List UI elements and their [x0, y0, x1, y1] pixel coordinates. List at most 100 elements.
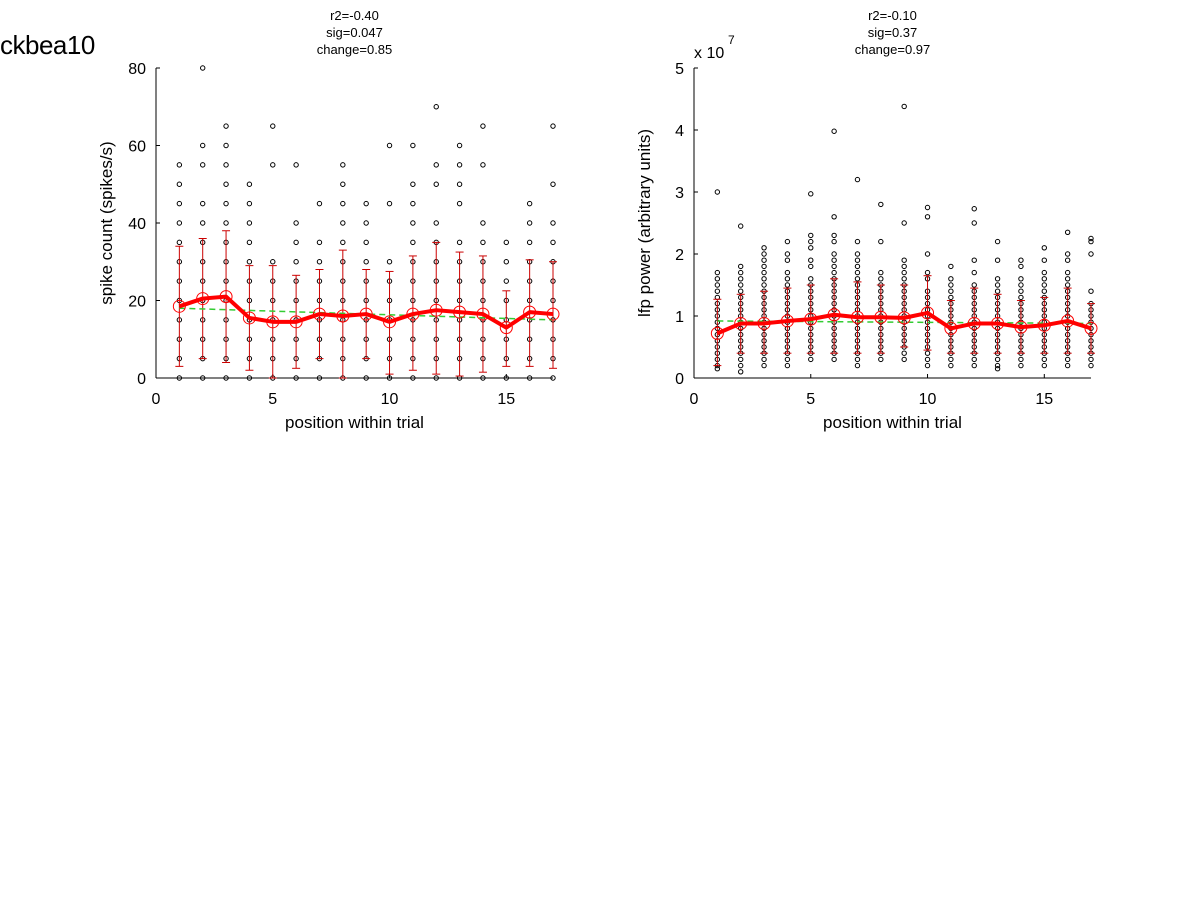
- mean-marker: [1014, 320, 1028, 334]
- scatter-point: [901, 220, 907, 226]
- x-tick-label: 5: [268, 391, 277, 408]
- mean-marker: [734, 316, 748, 330]
- scatter-point: [410, 220, 416, 226]
- mean-marker: [219, 290, 233, 304]
- scatter-point: [738, 269, 744, 276]
- scatter-point: [316, 259, 323, 265]
- scatter-point: [738, 288, 744, 294]
- scatter-point: [246, 259, 253, 265]
- mean-marker: [944, 321, 958, 335]
- scatter-point: [176, 200, 183, 207]
- scatter-point: [761, 245, 767, 251]
- scatter-point: [410, 200, 416, 207]
- scatter-point: [971, 220, 977, 226]
- scatter-point: [456, 239, 463, 246]
- chart-title-line: r2=-0.10: [868, 8, 917, 23]
- scatter-point: [340, 220, 346, 226]
- scatter-point: [223, 162, 229, 168]
- scatter-point: [316, 239, 323, 246]
- scatter-point: [784, 257, 791, 263]
- scatter-point: [363, 259, 369, 265]
- scatter-point: [1064, 356, 1071, 363]
- scatter-point: [948, 276, 954, 282]
- scatter-point: [550, 375, 556, 381]
- scatter-point: [994, 282, 1001, 288]
- scatter-point: [831, 251, 837, 257]
- scatter-point: [924, 269, 931, 276]
- scatter-point: [480, 375, 486, 381]
- scatter-point: [480, 123, 486, 129]
- mean-marker: [499, 321, 513, 335]
- mean-marker: [757, 316, 771, 330]
- scatter-point: [808, 356, 814, 363]
- scatter-point: [246, 220, 253, 226]
- scatter-point: [784, 251, 791, 257]
- x-tick-label: 15: [497, 391, 515, 408]
- x-tick-label: 0: [152, 391, 161, 408]
- mean-marker: [312, 307, 326, 321]
- scatter-point: [340, 200, 346, 207]
- scatter-point: [363, 200, 369, 207]
- scatter-point: [386, 375, 393, 381]
- figure-title: ckbea10: [0, 30, 95, 60]
- scatter-point: [433, 375, 439, 381]
- scatter-point: [714, 288, 721, 294]
- scatter-point: [1018, 263, 1024, 270]
- scatter-point: [1088, 238, 1094, 245]
- scatter-point: [316, 375, 323, 381]
- scatter-point: [854, 176, 861, 183]
- scatter-point: [808, 263, 814, 270]
- scatter-point: [971, 356, 977, 363]
- scatter-point: [761, 251, 767, 257]
- scatter-point: [363, 220, 369, 226]
- scatter-point: [831, 356, 837, 363]
- scatter-point: [293, 239, 299, 246]
- scatter-point: [200, 162, 206, 168]
- scatter-point: [480, 162, 486, 168]
- mean-marker: [1084, 321, 1098, 335]
- scatter-point: [761, 276, 767, 282]
- scatter-point: [386, 200, 393, 207]
- scatter-point: [878, 201, 884, 208]
- mean-marker: [804, 312, 818, 326]
- scatter-point: [1041, 356, 1047, 363]
- scatter-point: [971, 282, 977, 288]
- scatter-point: [503, 239, 509, 246]
- scatter-point: [200, 65, 206, 71]
- scatter-point: [1018, 288, 1024, 294]
- scatter-point: [1088, 235, 1094, 242]
- scatter-point: [784, 356, 791, 363]
- scatter-point: [503, 278, 509, 284]
- scatter-point: [1041, 245, 1047, 251]
- scatter-point: [901, 103, 907, 110]
- scatter-point: [223, 220, 229, 226]
- scatter-point: [480, 239, 486, 246]
- scatter-point: [293, 162, 299, 168]
- scatter-point: [994, 288, 1001, 294]
- y-exponent-label: x 10: [694, 45, 724, 62]
- mean-marker: [967, 316, 981, 330]
- scatter-point: [808, 191, 814, 197]
- scatter-point: [410, 181, 416, 187]
- scatter-point: [854, 257, 861, 263]
- y-tick-label: 3: [675, 185, 684, 202]
- y-tick-label: 0: [675, 371, 684, 388]
- scatter-point: [340, 162, 346, 168]
- scatter-point: [1064, 269, 1071, 276]
- scatter-point: [1018, 362, 1024, 369]
- x-tick-label: 5: [806, 391, 815, 408]
- scatter-point: [410, 375, 416, 381]
- scatter-point: [901, 257, 907, 263]
- scatter-point: [854, 276, 861, 282]
- scatter-point: [456, 200, 463, 207]
- scatter-point: [1088, 356, 1094, 363]
- y-tick-label: 60: [128, 139, 146, 156]
- scatter-point: [901, 350, 907, 356]
- scatter-point: [270, 123, 276, 129]
- scatter-point: [901, 356, 907, 363]
- scatter-point: [994, 356, 1001, 363]
- scatter-point: [738, 369, 744, 375]
- scatter-point: [831, 232, 837, 239]
